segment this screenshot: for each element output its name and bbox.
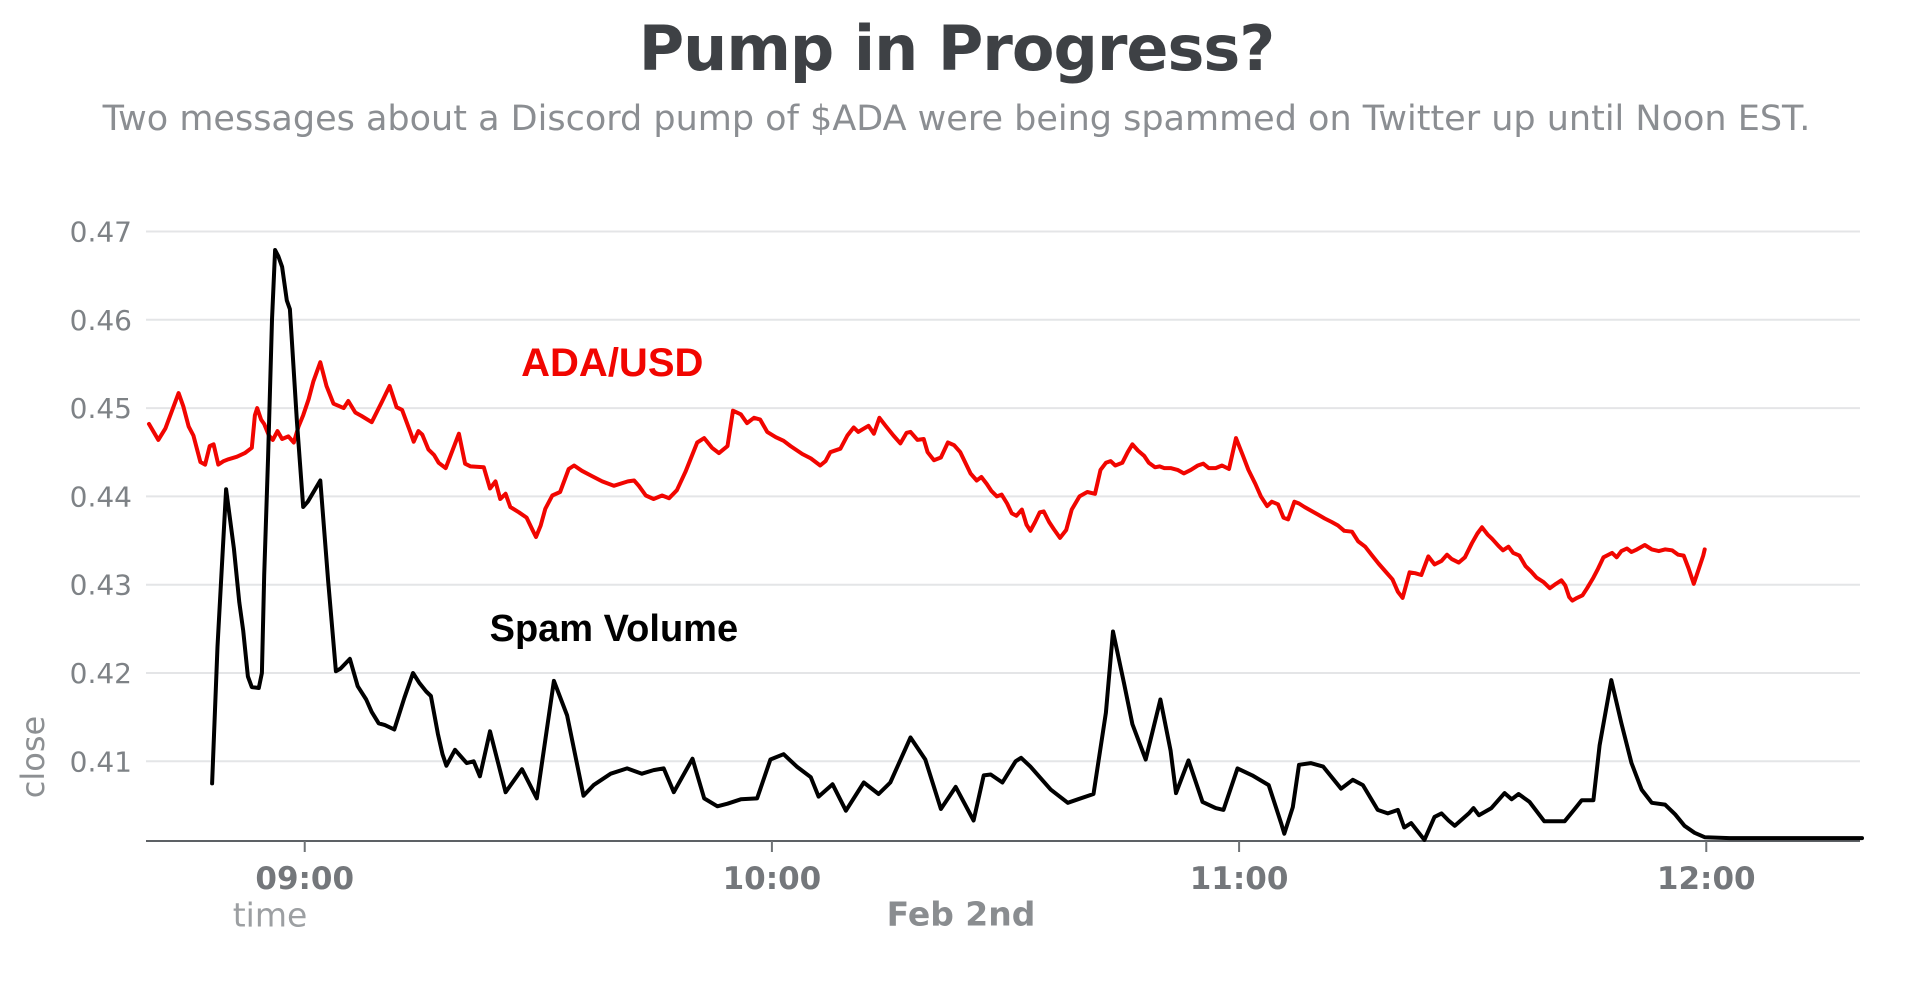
series-label-ada-usd: ADA/USD [521, 341, 703, 385]
x-axis-title: time [232, 895, 308, 935]
series-line-ada-usd [147, 360, 1707, 603]
x-tick-label: 11:00 [1190, 861, 1289, 897]
y-tick-label: 0.41 [70, 745, 132, 778]
y-axis-title: close [14, 715, 52, 799]
x-tick-label: 10:00 [723, 861, 822, 897]
y-tick-label: 0.44 [70, 480, 132, 513]
series-label-spam-volume: Spam Volume [490, 608, 738, 650]
chart-subtitle: Two messages about a Discord pump of $AD… [102, 99, 1811, 139]
chart-title: Pump in Progress? [638, 12, 1276, 85]
y-tick-label: 0.42 [70, 657, 132, 690]
series-line-spam-volume [210, 248, 1864, 842]
y-tick-label: 0.43 [70, 569, 132, 602]
x-tick-label: 09:00 [255, 861, 354, 897]
y-tick-label: 0.45 [70, 392, 132, 425]
y-tick-label: 0.46 [70, 304, 132, 337]
y-tick-label: 0.47 [70, 216, 132, 249]
x-axis-date-label: Feb 2nd [886, 894, 1036, 934]
x-tick-label: 12:00 [1657, 861, 1756, 897]
